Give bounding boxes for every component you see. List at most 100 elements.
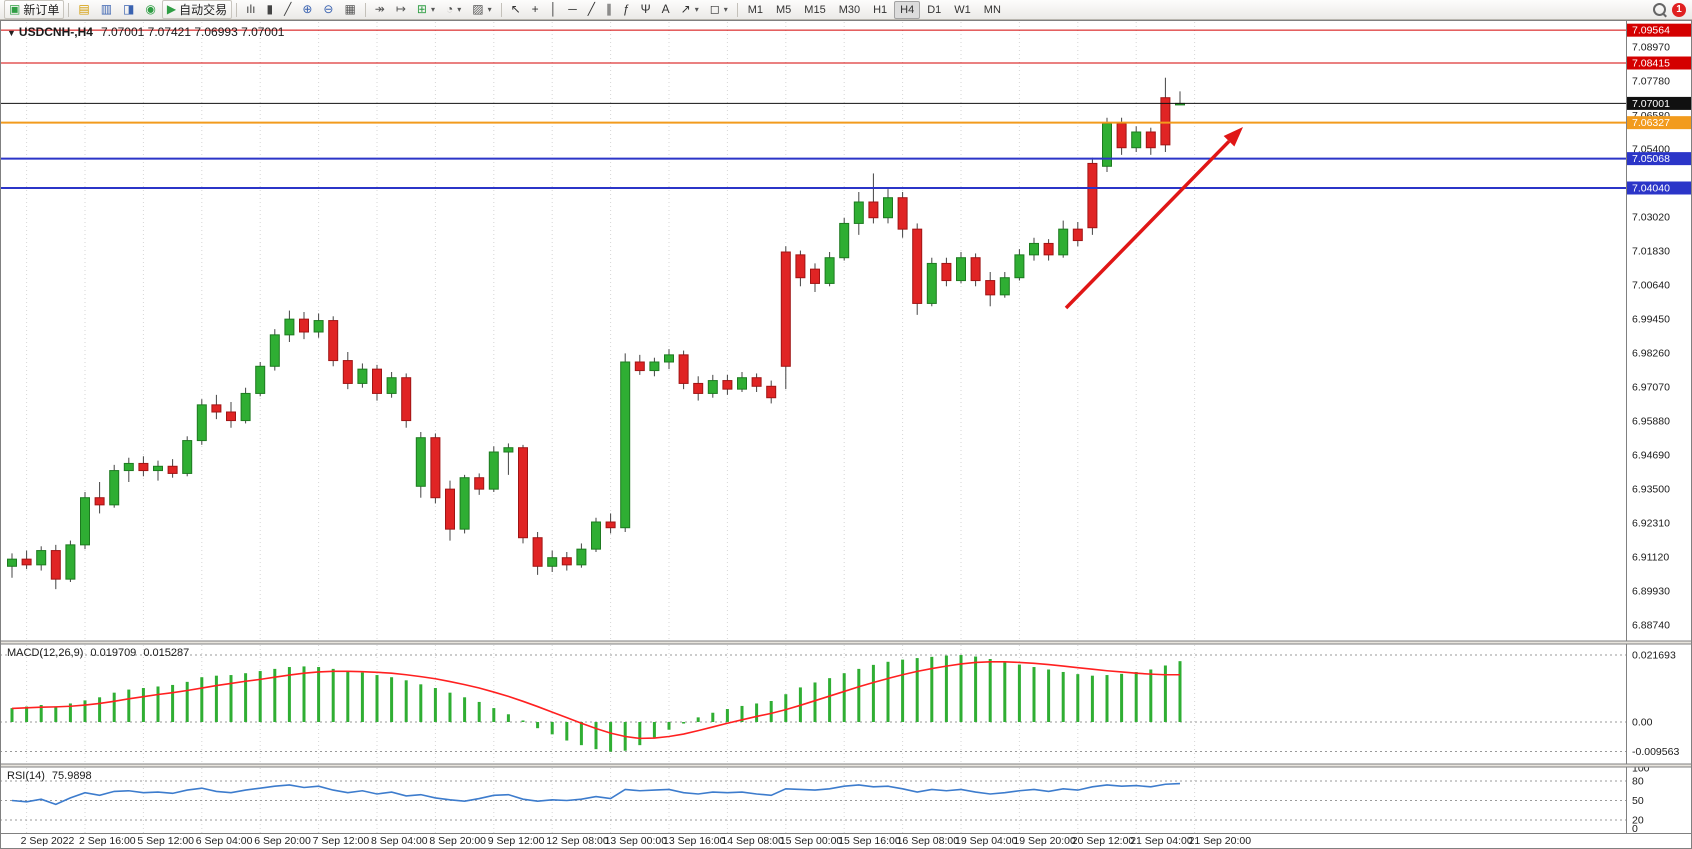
- panel-splitter[interactable]: [0, 641, 1692, 644]
- chart-line-button[interactable]: ╱: [279, 0, 296, 19]
- date-label: 20 Sep 12:00: [1072, 835, 1135, 847]
- trend-arrow-line[interactable]: [1064, 140, 1231, 310]
- price-axis-label: 7.08970: [1632, 42, 1670, 54]
- candle-body: [1043, 242, 1054, 256]
- auto-trading-icon: ▶: [166, 2, 177, 16]
- candle-body: [751, 377, 762, 387]
- timeframe-button-m30[interactable]: M30: [838, 3, 861, 16]
- templates-button[interactable]: ▨ ▾: [467, 0, 496, 19]
- price-badge-label: 7.04040: [1632, 183, 1670, 195]
- clock-icon: ◔: [445, 2, 454, 16]
- candle-body: [985, 280, 996, 296]
- text-tool-button[interactable]: A: [657, 0, 675, 19]
- crosshair-button[interactable]: +: [527, 0, 544, 19]
- timeframe-button-m1[interactable]: M1: [747, 3, 764, 16]
- timeframe-button-mn[interactable]: MN: [983, 3, 1001, 16]
- rsi-axis-label: 20: [1632, 815, 1644, 827]
- candle-body: [1058, 228, 1069, 256]
- timeframe-button-w1[interactable]: W1: [954, 3, 971, 16]
- candle-body: [123, 462, 134, 472]
- macd-histogram-bar: [886, 661, 890, 722]
- macd-histogram-bar: [828, 678, 832, 722]
- candle-body: [634, 361, 645, 372]
- price-axis-label: 7.03020: [1632, 212, 1670, 224]
- macd-histogram-bar: [331, 668, 335, 722]
- macd-histogram-bar: [579, 722, 583, 746]
- price-badge-label: 7.08415: [1632, 58, 1670, 70]
- macd-histogram-bar: [1090, 675, 1094, 722]
- indicators-button[interactable]: ⊞ ▾: [412, 0, 440, 19]
- navigator-button[interactable]: ◨: [118, 0, 139, 19]
- candle-body: [80, 497, 90, 546]
- timeframe-button-d1[interactable]: D1: [927, 3, 942, 16]
- chart-ohlc-values: 7.07001 7.07421 7.06993 7.07001: [100, 25, 285, 39]
- shapes-button[interactable]: ◻ ▾: [705, 0, 733, 19]
- timeframe-button-m5[interactable]: M5: [776, 3, 792, 16]
- macd-histogram-bar: [1003, 661, 1007, 722]
- price-badge: [1627, 181, 1691, 195]
- cursor-button[interactable]: ↖: [506, 0, 526, 19]
- rsi-axis-label: 0: [1632, 823, 1638, 835]
- trendline-button[interactable]: ╱: [583, 0, 600, 19]
- candle-body: [386, 377, 397, 394]
- candle-body: [693, 382, 704, 394]
- candle-body: [226, 411, 236, 422]
- macd-histogram-bar: [112, 692, 116, 722]
- macd-main-value: 0.019709: [90, 647, 137, 659]
- date-label: 21 Sep 20:00: [1189, 835, 1252, 847]
- macd-histogram-bar: [1032, 667, 1036, 722]
- rsi-axis-label: 80: [1632, 776, 1644, 788]
- chart-shift-button[interactable]: ↦: [391, 0, 411, 19]
- macd-histogram-bar: [433, 688, 437, 722]
- trend-arrow-head[interactable]: [1223, 127, 1243, 147]
- candle-body: [430, 437, 441, 499]
- chart-symbol-label: USDCNH-,H4: [18, 25, 93, 39]
- pitchfork-icon: Ψ: [640, 2, 651, 16]
- candle-body: [445, 488, 455, 530]
- candle-body: [766, 385, 777, 399]
- auto-scroll-button[interactable]: ↠: [370, 0, 390, 19]
- one-click-trading-arrow[interactable]: ▼: [7, 28, 16, 38]
- market-watch-button[interactable]: ▥: [96, 0, 117, 19]
- date-label: 9 Sep 12:00: [488, 835, 545, 847]
- price-chart-canvas[interactable]: 7.089707.077807.065807.054007.030207.018…: [0, 20, 1692, 849]
- timeframe-button-m15[interactable]: M15: [804, 3, 826, 16]
- candle-body: [1087, 162, 1098, 229]
- macd-histogram-bar: [1149, 669, 1153, 722]
- channel-button[interactable]: ∥: [601, 0, 617, 19]
- pitchfork-button[interactable]: Ψ: [636, 0, 656, 19]
- zoom-in-button[interactable]: ⊕: [297, 0, 317, 19]
- arrows-tool-icon: ↗: [680, 2, 691, 16]
- chart-window[interactable]: 7.08970 7.07780 7.06580 7.05400 7.03020 7.018…: [0, 20, 1692, 849]
- chart-candles-button[interactable]: ▮: [261, 0, 278, 19]
- macd-histogram-bar: [39, 705, 43, 722]
- tile-windows-button[interactable]: ▦: [339, 0, 360, 19]
- chart-bars-button[interactable]: ılı: [241, 0, 260, 19]
- macd-histogram-bar: [25, 706, 29, 722]
- horizontal-line-button[interactable]: ─: [563, 0, 582, 19]
- candle-body: [357, 368, 368, 384]
- periods-button[interactable]: ◔ ▾: [441, 0, 466, 19]
- zoom-out-button[interactable]: ⊖: [318, 0, 338, 19]
- timeframe-button-h4[interactable]: H4: [894, 0, 921, 19]
- terminal-button[interactable]: ◉: [140, 0, 160, 19]
- auto-trading-button[interactable]: ▶ 自动交易: [161, 0, 233, 19]
- macd-histogram-bar: [609, 722, 613, 752]
- macd-histogram-bar: [871, 664, 875, 722]
- arrows-tool-button[interactable]: ↗ ▾: [676, 0, 704, 19]
- macd-signal-line: [11, 660, 1180, 740]
- timeframe-button-h1[interactable]: H1: [873, 3, 888, 16]
- fibonacci-button[interactable]: ƒ: [618, 0, 635, 19]
- candle-body: [970, 257, 981, 282]
- candle-body: [547, 557, 558, 567]
- candle-body: [488, 451, 499, 490]
- profiles-button[interactable]: ▤: [73, 0, 94, 19]
- panel-splitter[interactable]: [0, 764, 1692, 767]
- dropdown-caret-icon: ▾: [487, 5, 492, 14]
- notification-badge[interactable]: 1: [1672, 2, 1686, 17]
- macd-histogram-bar: [1134, 671, 1138, 722]
- macd-indicator-label: MACD(12,26,9) 0.019709 0.015287: [7, 647, 189, 659]
- new-order-button[interactable]: ▣ 新订单: [4, 0, 65, 19]
- vertical-line-button[interactable]: │: [545, 0, 563, 19]
- search-icon[interactable]: [1653, 3, 1666, 16]
